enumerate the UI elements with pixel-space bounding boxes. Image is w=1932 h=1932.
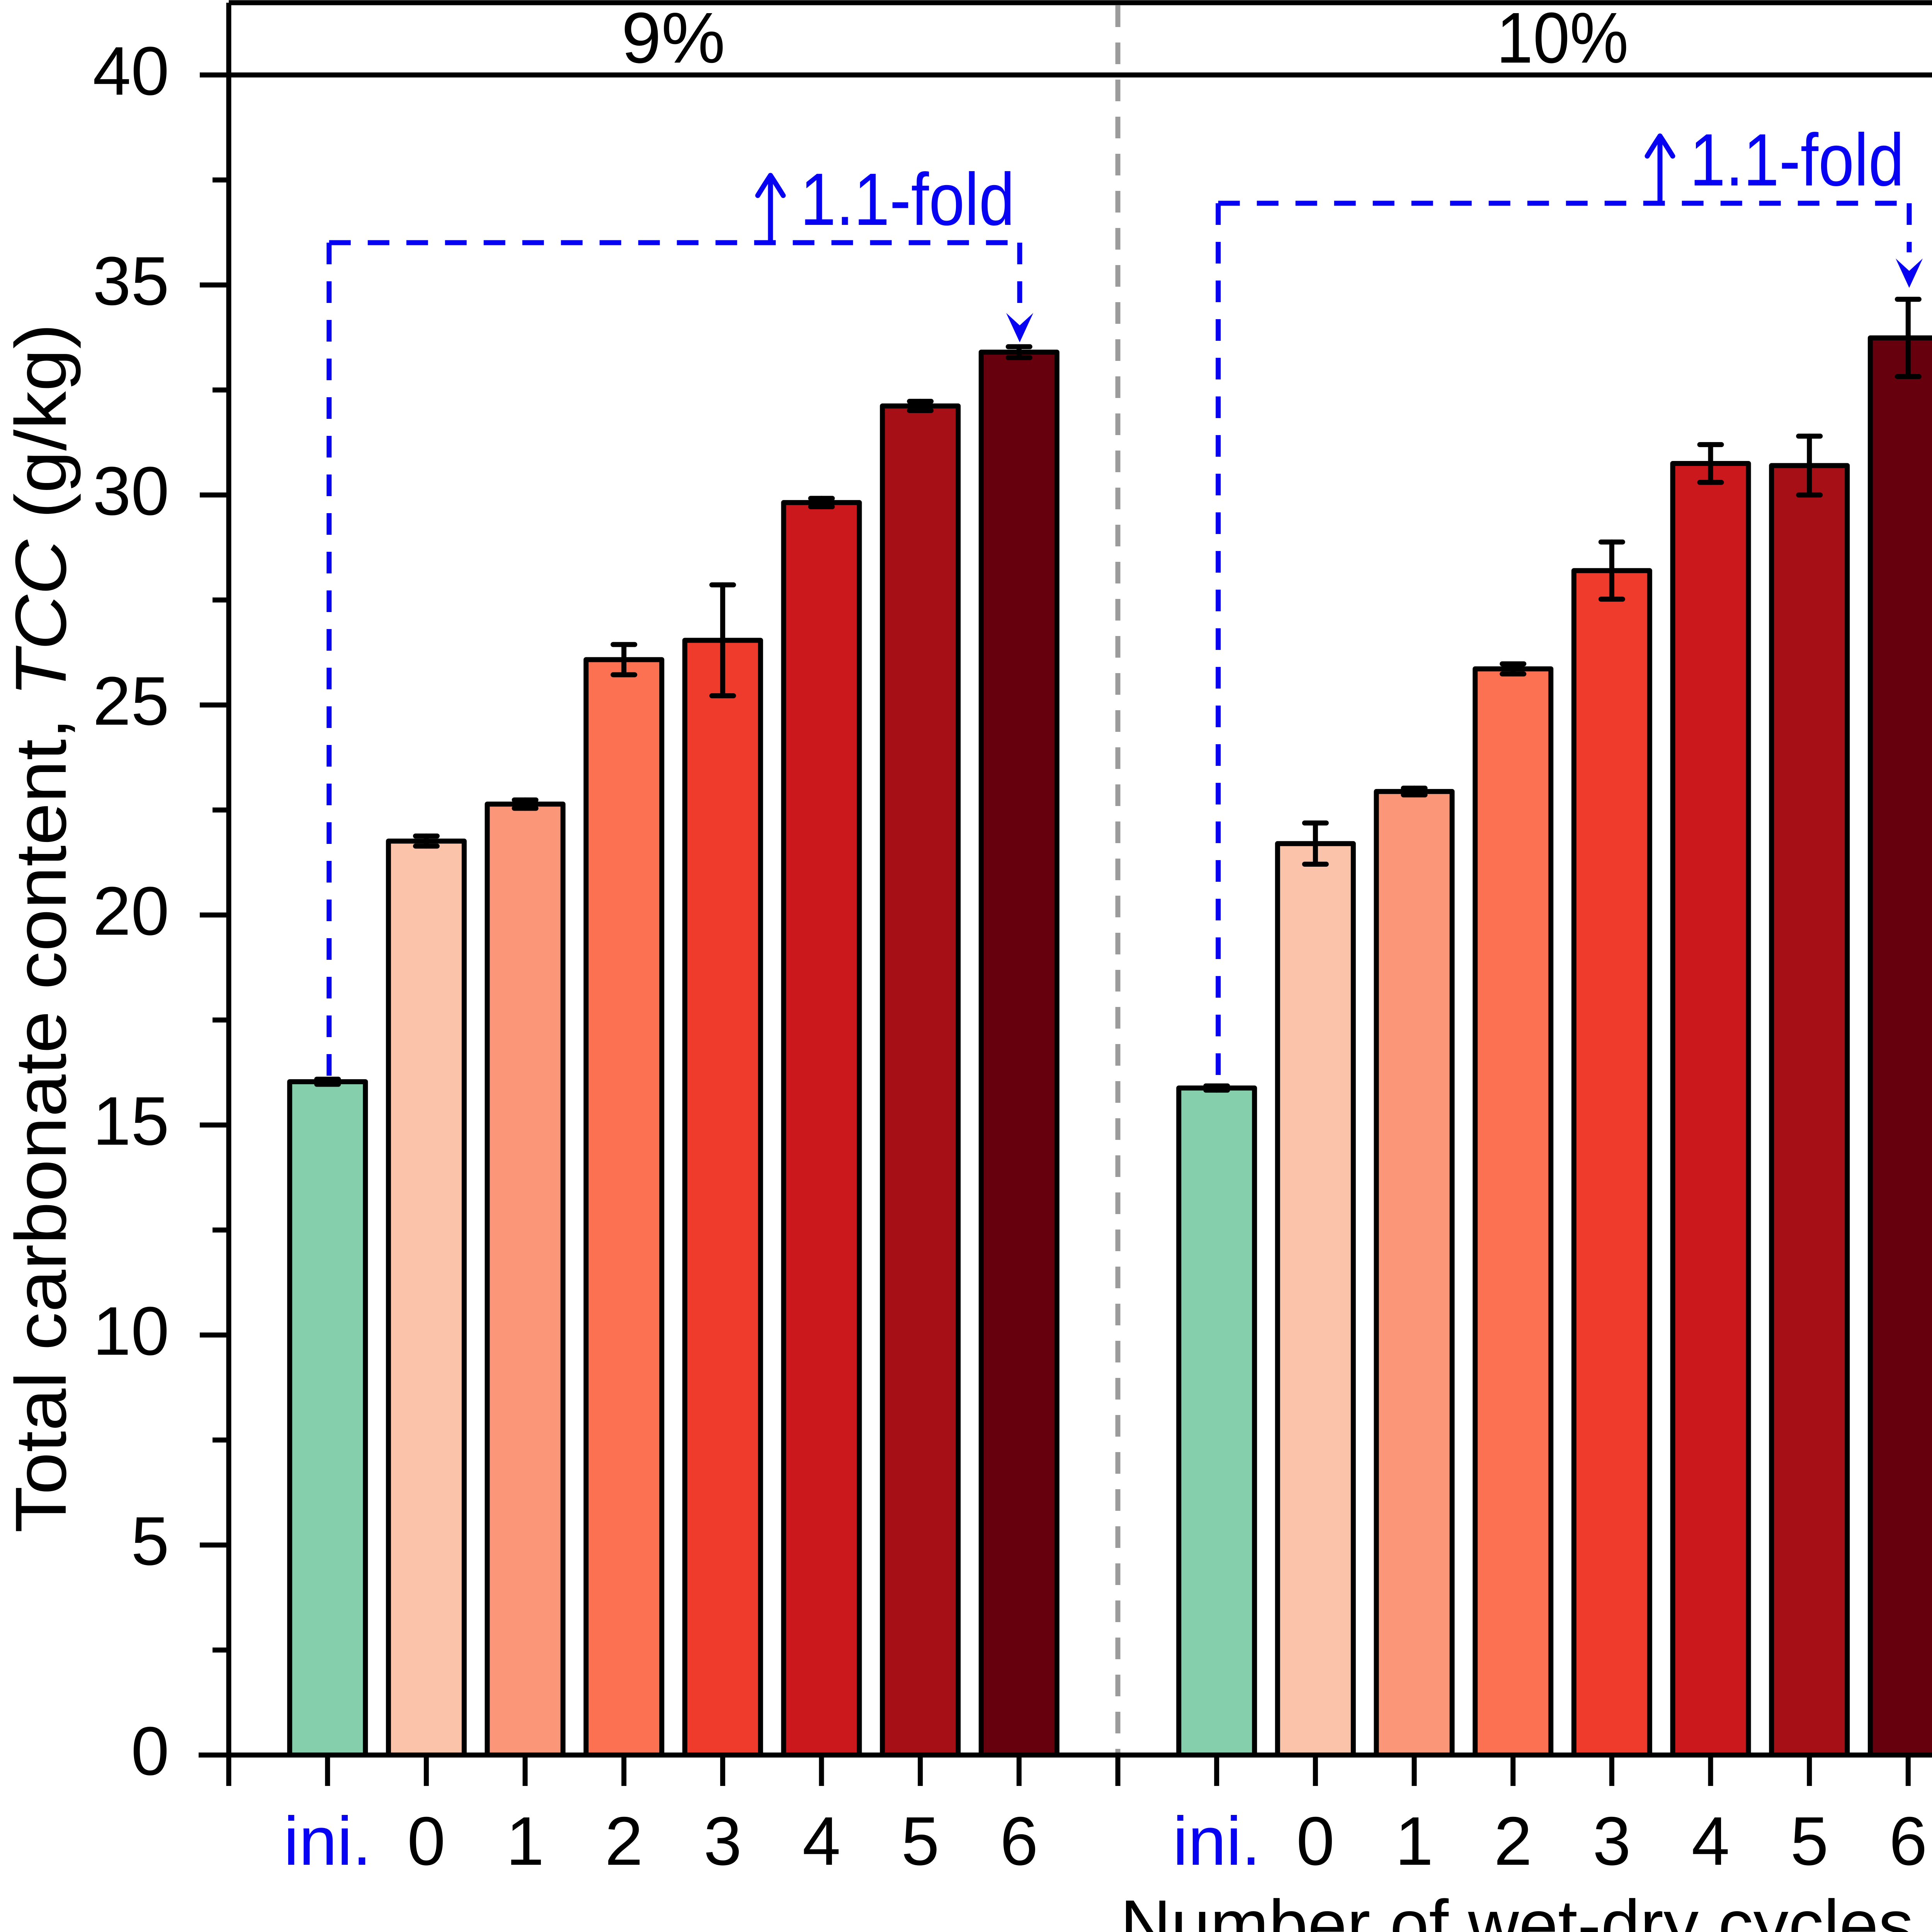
svg-text:2: 2	[1494, 1803, 1532, 1879]
svg-text:1: 1	[506, 1803, 544, 1879]
svg-text:4: 4	[1692, 1803, 1730, 1879]
svg-text:6: 6	[1000, 1803, 1038, 1879]
svg-text:3: 3	[704, 1803, 742, 1879]
svg-text:5: 5	[901, 1803, 939, 1879]
svg-text:10: 10	[93, 1293, 169, 1369]
svg-text:2: 2	[605, 1803, 643, 1879]
svg-text:10%: 10%	[1497, 0, 1629, 78]
svg-text:5: 5	[1790, 1803, 1828, 1879]
svg-text:1: 1	[1395, 1803, 1434, 1879]
svg-text:Number of wet-dry cycles, N: Number of wet-dry cycles, N	[1120, 1885, 1932, 1932]
svg-text:0: 0	[131, 1713, 169, 1789]
svg-text:ini.: ini.	[1173, 1803, 1261, 1879]
svg-text:1.1-fold: 1.1-fold	[1690, 118, 1904, 201]
svg-text:Total carbonate content, TCC (: Total carbonate content, TCC (g/kg)	[0, 323, 81, 1533]
svg-text:4: 4	[803, 1803, 841, 1879]
svg-text:3: 3	[1593, 1803, 1631, 1879]
svg-text:30: 30	[93, 452, 169, 529]
svg-text:0: 0	[407, 1803, 446, 1879]
svg-text:15: 15	[93, 1083, 169, 1160]
svg-text:5: 5	[131, 1503, 169, 1580]
svg-text:1.1-fold: 1.1-fold	[800, 158, 1015, 241]
svg-text:35: 35	[93, 243, 169, 320]
svg-text:40: 40	[93, 32, 169, 109]
svg-text:9%: 9%	[621, 0, 725, 78]
svg-text:6: 6	[1889, 1803, 1927, 1879]
svg-text:ini.: ini.	[284, 1803, 372, 1879]
svg-text:25: 25	[93, 663, 169, 740]
svg-text:20: 20	[93, 872, 169, 949]
svg-text:0: 0	[1296, 1803, 1335, 1879]
